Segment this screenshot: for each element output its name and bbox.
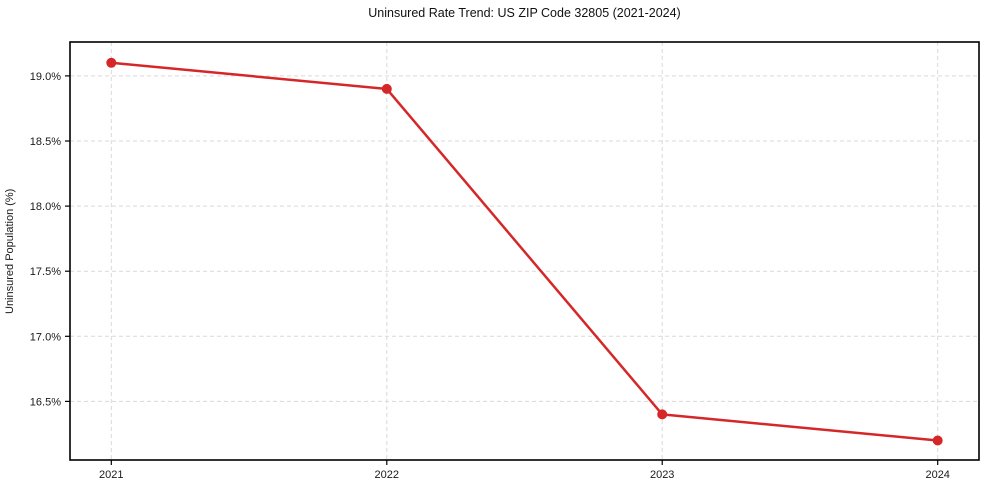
plot-border — [69, 41, 980, 461]
x-tick-label: 2023 — [650, 469, 674, 481]
y-tick-label: 18.5% — [30, 136, 61, 148]
y-tick-label: 19.0% — [30, 71, 61, 83]
data-point-marker — [381, 83, 392, 94]
y-tick-label: 17.5% — [30, 266, 61, 278]
data-point-marker — [932, 435, 943, 446]
x-tick-label: 2024 — [925, 469, 949, 481]
y-tick-label: 16.5% — [30, 396, 61, 408]
data-line — [110, 61, 939, 442]
data-point-marker — [106, 57, 117, 68]
x-tick-label: 2022 — [375, 469, 399, 481]
y-tick-label: 17.0% — [30, 331, 61, 343]
x-tick-label: 2021 — [99, 469, 123, 481]
chart-title: Uninsured Rate Trend: US ZIP Code 32805 … — [368, 6, 681, 20]
data-point-marker — [657, 409, 668, 420]
y-tick-label: 18.0% — [30, 201, 61, 213]
